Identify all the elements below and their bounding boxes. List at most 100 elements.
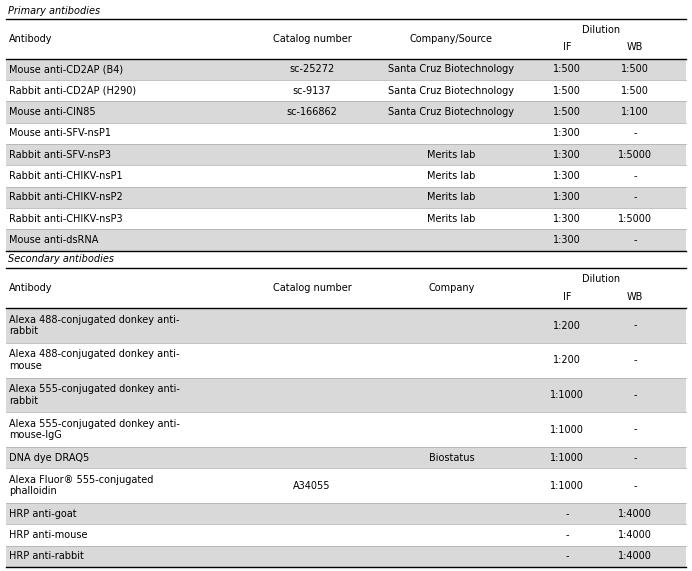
Text: -: - <box>633 355 637 365</box>
Bar <box>6 412 686 447</box>
Text: -: - <box>633 235 637 245</box>
Text: Mouse anti-SFV-nsP1: Mouse anti-SFV-nsP1 <box>9 128 111 138</box>
Text: -: - <box>633 425 637 435</box>
Bar <box>6 230 686 251</box>
Text: sc-9137: sc-9137 <box>293 86 331 96</box>
Text: Antibody: Antibody <box>9 283 53 293</box>
Text: 1:5000: 1:5000 <box>618 214 652 224</box>
Text: A34055: A34055 <box>293 481 331 490</box>
Text: -: - <box>633 453 637 463</box>
Text: Alexa 488-conjugated donkey anti-
rabbit: Alexa 488-conjugated donkey anti- rabbit <box>9 315 179 336</box>
Text: Santa Cruz Biotechnology: Santa Cruz Biotechnology <box>388 86 514 96</box>
Text: -: - <box>633 128 637 138</box>
Text: 1:500: 1:500 <box>553 107 581 117</box>
Text: Catalog number: Catalog number <box>273 34 352 44</box>
Bar <box>6 343 686 377</box>
Text: Dilution: Dilution <box>582 25 620 35</box>
Bar <box>6 524 686 546</box>
Text: 1:200: 1:200 <box>553 320 581 331</box>
Bar <box>6 308 686 343</box>
Bar <box>6 447 686 468</box>
Bar <box>6 102 686 123</box>
Text: 1:4000: 1:4000 <box>618 552 652 561</box>
Text: WB: WB <box>627 42 643 53</box>
Text: Rabbit anti-SFV-nsP3: Rabbit anti-SFV-nsP3 <box>9 150 111 160</box>
Text: -: - <box>633 320 637 331</box>
Text: Rabbit anti-CD2AP (H290): Rabbit anti-CD2AP (H290) <box>9 86 136 96</box>
Text: Santa Cruz Biotechnology: Santa Cruz Biotechnology <box>388 65 514 74</box>
Text: 1:300: 1:300 <box>553 171 581 181</box>
Text: HRP anti-goat: HRP anti-goat <box>9 509 77 518</box>
Text: Santa Cruz Biotechnology: Santa Cruz Biotechnology <box>388 107 514 117</box>
Text: 1:100: 1:100 <box>621 107 649 117</box>
Text: Rabbit anti-CHIKV-nsP2: Rabbit anti-CHIKV-nsP2 <box>9 192 122 203</box>
Text: -: - <box>565 509 569 518</box>
Text: 1:200: 1:200 <box>553 355 581 365</box>
Text: 1:4000: 1:4000 <box>618 530 652 540</box>
Text: Merits lab: Merits lab <box>427 171 475 181</box>
Bar <box>6 166 686 187</box>
Text: HRP anti-mouse: HRP anti-mouse <box>9 530 87 540</box>
Bar <box>6 503 686 524</box>
Text: HRP anti-rabbit: HRP anti-rabbit <box>9 552 84 561</box>
Text: IF: IF <box>563 42 572 53</box>
Text: Rabbit anti-CHIKV-nsP1: Rabbit anti-CHIKV-nsP1 <box>9 171 122 181</box>
Text: sc-166862: sc-166862 <box>286 107 338 117</box>
Text: Alexa 555-conjugated donkey anti-
rabbit: Alexa 555-conjugated donkey anti- rabbit <box>9 384 180 406</box>
Text: sc-25272: sc-25272 <box>289 65 335 74</box>
Text: Mouse anti-CD2AP (B4): Mouse anti-CD2AP (B4) <box>9 65 123 74</box>
Text: 1:500: 1:500 <box>621 65 649 74</box>
Text: Dilution: Dilution <box>582 274 620 284</box>
Text: 1:4000: 1:4000 <box>618 509 652 518</box>
Text: Primary antibodies: Primary antibodies <box>8 6 100 17</box>
Text: Biostatus: Biostatus <box>428 453 474 463</box>
Text: Alexa 488-conjugated donkey anti-
mouse: Alexa 488-conjugated donkey anti- mouse <box>9 349 179 371</box>
Text: Merits lab: Merits lab <box>427 192 475 203</box>
Text: Secondary antibodies: Secondary antibodies <box>8 255 114 264</box>
Bar <box>6 187 686 208</box>
Text: Merits lab: Merits lab <box>427 150 475 160</box>
Text: Mouse anti-CIN85: Mouse anti-CIN85 <box>9 107 95 117</box>
Bar <box>6 546 686 567</box>
Text: 1:5000: 1:5000 <box>618 150 652 160</box>
Text: Alexa 555-conjugated donkey anti-
mouse-IgG: Alexa 555-conjugated donkey anti- mouse-… <box>9 419 180 440</box>
Bar <box>6 80 686 102</box>
Bar <box>6 208 686 230</box>
Text: -: - <box>633 481 637 490</box>
Text: Rabbit anti-CHIKV-nsP3: Rabbit anti-CHIKV-nsP3 <box>9 214 122 224</box>
Text: 1:1000: 1:1000 <box>550 453 584 463</box>
Text: -: - <box>633 192 637 203</box>
Text: Company: Company <box>428 283 475 293</box>
Text: Alexa Fluor® 555-conjugated
phalloidin: Alexa Fluor® 555-conjugated phalloidin <box>9 475 154 496</box>
Text: DNA dye DRAQ5: DNA dye DRAQ5 <box>9 453 89 463</box>
Bar <box>6 268 686 308</box>
Text: IF: IF <box>563 292 572 302</box>
Text: Company/Source: Company/Source <box>410 34 493 44</box>
Text: 1:300: 1:300 <box>553 192 581 203</box>
Text: 1:300: 1:300 <box>553 214 581 224</box>
Text: 1:300: 1:300 <box>553 235 581 245</box>
Text: Catalog number: Catalog number <box>273 283 352 293</box>
Bar <box>6 123 686 144</box>
Bar <box>6 468 686 503</box>
Text: 1:300: 1:300 <box>553 128 581 138</box>
Text: 1:500: 1:500 <box>621 86 649 96</box>
Text: -: - <box>565 552 569 561</box>
Bar <box>6 377 686 412</box>
Text: -: - <box>633 171 637 181</box>
Bar <box>6 59 686 80</box>
Text: Mouse anti-dsRNA: Mouse anti-dsRNA <box>9 235 98 245</box>
Text: Merits lab: Merits lab <box>427 214 475 224</box>
Text: 1:500: 1:500 <box>553 86 581 96</box>
Text: Antibody: Antibody <box>9 34 53 44</box>
Text: 1:1000: 1:1000 <box>550 425 584 435</box>
Text: -: - <box>565 530 569 540</box>
Text: 1:1000: 1:1000 <box>550 390 584 400</box>
Text: 1:300: 1:300 <box>553 150 581 160</box>
Text: -: - <box>633 390 637 400</box>
Text: 1:1000: 1:1000 <box>550 481 584 490</box>
Text: 1:500: 1:500 <box>553 65 581 74</box>
Bar <box>6 144 686 166</box>
Bar <box>6 19 686 59</box>
Text: WB: WB <box>627 292 643 302</box>
